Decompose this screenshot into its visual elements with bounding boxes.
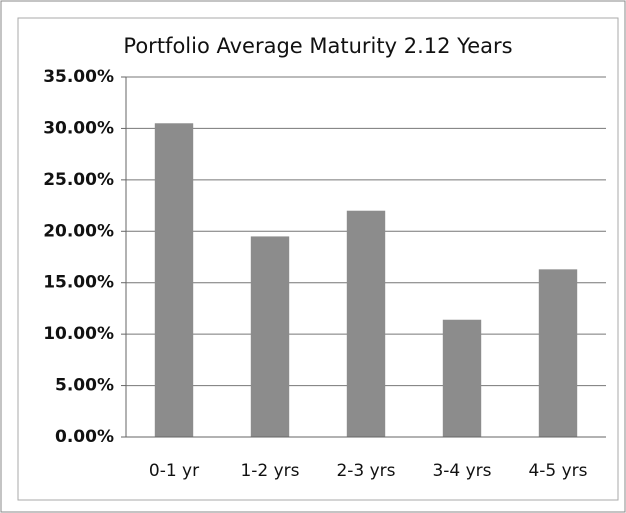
x-tick-label: 1-2 yrs — [240, 461, 299, 481]
y-tick-label: 20.00% — [43, 221, 114, 241]
bar — [346, 210, 386, 437]
y-tick-label: 5.00% — [55, 376, 114, 396]
chart-title: Portfolio Average Maturity 2.12 Years — [123, 34, 512, 58]
bar — [154, 123, 194, 438]
y-tick-label: 0.00% — [55, 427, 114, 447]
bar — [442, 319, 482, 437]
y-tick-label: 10.00% — [43, 324, 114, 344]
y-tick-label: 30.00% — [43, 118, 114, 138]
y-tick-label: 25.00% — [43, 170, 114, 190]
x-tick-label: 2-3 yrs — [336, 461, 395, 481]
y-tick-label: 15.00% — [43, 273, 114, 293]
chart-frame — [17, 17, 619, 501]
bar — [538, 269, 578, 437]
bar — [250, 236, 290, 437]
x-tick-label: 0-1 yr — [149, 461, 199, 481]
x-tick-label: 3-4 yrs — [432, 461, 491, 481]
x-tick-label: 4-5 yrs — [528, 461, 587, 481]
y-tick-label: 35.00% — [43, 67, 114, 87]
